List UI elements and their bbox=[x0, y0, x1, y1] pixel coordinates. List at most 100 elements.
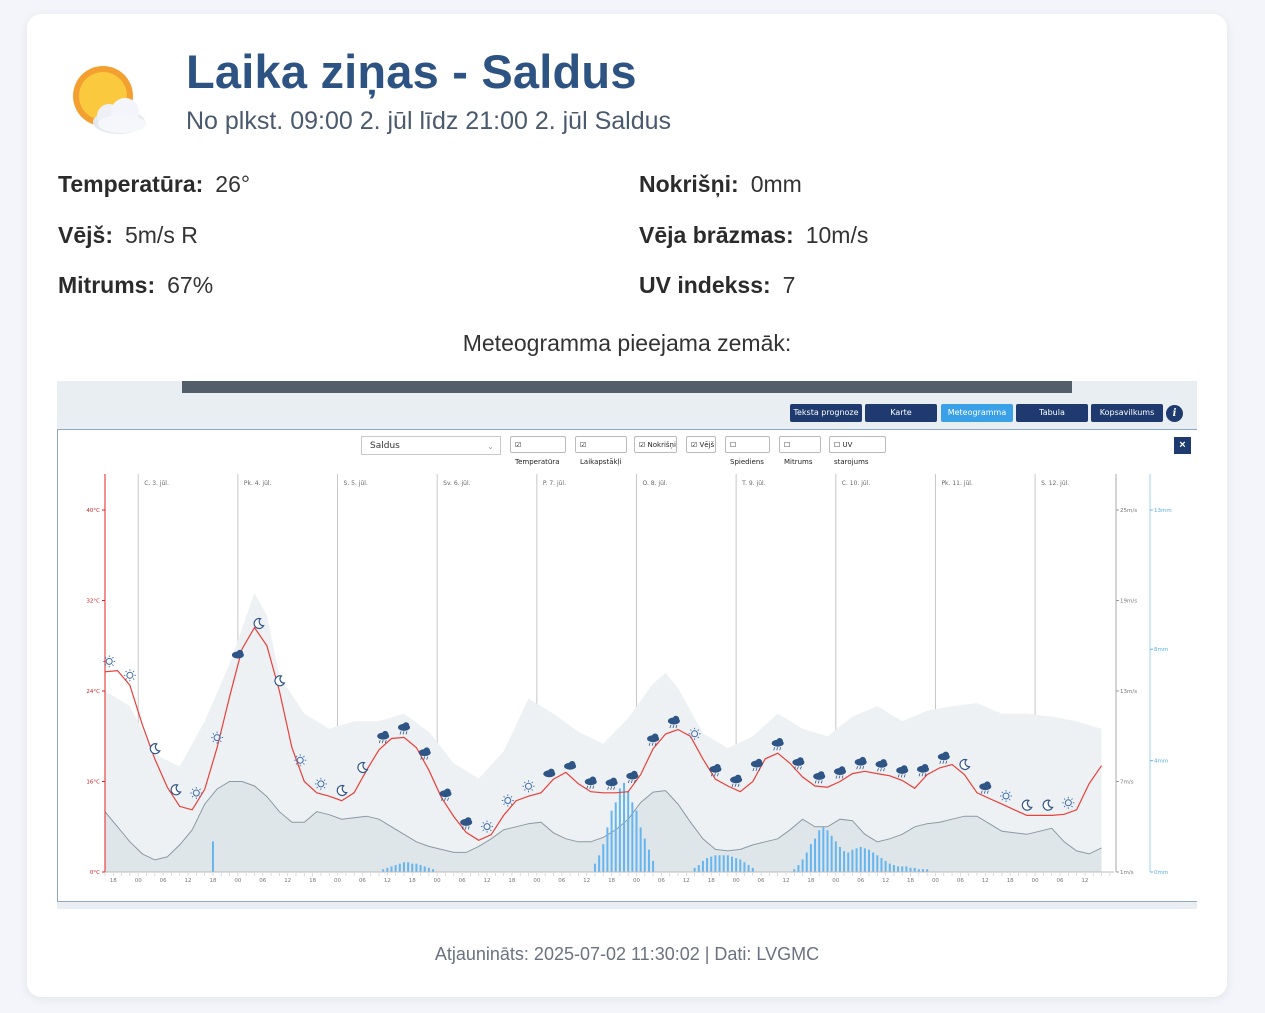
toggle-uv-label: UV starojums bbox=[834, 441, 869, 466]
precip-bar bbox=[647, 849, 650, 872]
sun-ray bbox=[132, 670, 135, 673]
tab-meteogram[interactable]: Meteogramma bbox=[941, 404, 1013, 422]
rain-cloud-puff bbox=[797, 757, 804, 764]
toggle-weather[interactable]: ☑ Laikapstākļi bbox=[575, 436, 627, 466]
rain-drop bbox=[814, 780, 817, 784]
stat-precipitation: Nokrišņi: 0mm bbox=[639, 171, 802, 198]
x-tick-label: 00 bbox=[1032, 878, 1039, 884]
precip-bar bbox=[834, 841, 837, 872]
sun-ray bbox=[1001, 791, 1004, 794]
temperature-tick-label: 0°C bbox=[90, 870, 100, 876]
rain-icon bbox=[875, 759, 888, 772]
tab-table[interactable]: Tabula bbox=[1016, 404, 1088, 422]
day-label: P. 7. jūl. bbox=[543, 480, 566, 487]
day-label: S. 12. jūl. bbox=[1041, 480, 1069, 487]
toggle-pressure[interactable]: ☐ Spiediens bbox=[725, 436, 770, 466]
sun-core bbox=[105, 657, 113, 665]
stat-humidity: Mitrums: 67% bbox=[58, 272, 213, 299]
rain-drop bbox=[980, 790, 983, 794]
toggle-wind[interactable]: ☑ Vējš bbox=[686, 436, 716, 453]
rain-icon bbox=[377, 730, 390, 744]
sun-ray bbox=[295, 763, 298, 765]
rain-drop bbox=[918, 773, 921, 777]
sun-ray bbox=[104, 656, 107, 659]
precip-bar bbox=[427, 867, 430, 872]
rain-drop bbox=[939, 760, 942, 764]
precip-bar bbox=[859, 846, 862, 872]
toggle-temperature[interactable]: ☑ Temperatūra bbox=[510, 436, 566, 466]
rain-cloud-puff bbox=[589, 776, 596, 783]
stat-precipitation-label: Nokrišņi: bbox=[639, 171, 739, 197]
tab-map[interactable]: Karte bbox=[865, 404, 937, 422]
weather-card: Laika ziņas - Saldus No plkst. 09:00 2. … bbox=[27, 14, 1227, 997]
sun-icon bbox=[103, 655, 116, 668]
sun-ray bbox=[1001, 798, 1004, 801]
sun-ray bbox=[690, 729, 692, 731]
rain-icon bbox=[834, 766, 846, 779]
rain-icon bbox=[937, 751, 950, 764]
x-tick-label: 06 bbox=[259, 878, 266, 884]
stat-gusts: Vēja brāzmas: 10m/s bbox=[639, 222, 868, 249]
rain-icon bbox=[750, 758, 763, 772]
x-tick-label: 06 bbox=[957, 878, 964, 884]
rain-drop bbox=[405, 731, 408, 735]
sun-ray bbox=[323, 779, 326, 782]
x-tick-label: 18 bbox=[1007, 878, 1014, 884]
toggle-humidity[interactable]: ☐ Mitrums bbox=[779, 436, 821, 466]
tab-summary[interactable]: Kopsavilkums bbox=[1091, 404, 1163, 422]
rain-drop bbox=[921, 773, 924, 777]
precip-bar bbox=[415, 863, 418, 872]
stat-temperature-value: 26° bbox=[215, 171, 251, 197]
moon-shape bbox=[357, 761, 369, 774]
sun-ray bbox=[191, 795, 194, 798]
precip-bar bbox=[888, 863, 891, 872]
rain-drop bbox=[423, 756, 426, 760]
sun-icon bbox=[190, 787, 203, 799]
x-tick-label: 00 bbox=[334, 878, 341, 884]
close-button[interactable]: × bbox=[1174, 437, 1191, 454]
moon-shape bbox=[170, 784, 182, 796]
cloud-icon bbox=[231, 649, 244, 659]
rain-cloud-puff bbox=[921, 764, 929, 771]
wind-line bbox=[104, 781, 1102, 861]
info-button[interactable]: i bbox=[1166, 405, 1183, 422]
moon-icon bbox=[170, 784, 182, 796]
stat-wind: Vējš: 5m/s R bbox=[58, 222, 198, 249]
wind-area bbox=[105, 781, 1102, 872]
rain-drop bbox=[610, 786, 612, 790]
stat-temperature: Temperatūra: 26° bbox=[58, 171, 250, 198]
rain-icon bbox=[418, 747, 431, 760]
rain-drop bbox=[711, 773, 713, 777]
wind-tick-label: 25m/s bbox=[1120, 508, 1137, 514]
sun-ray bbox=[219, 740, 222, 743]
rain-drop bbox=[586, 785, 589, 789]
toggle-uv[interactable]: ☐ UV starojums bbox=[829, 436, 886, 466]
x-tick-label: 00 bbox=[633, 878, 640, 884]
rain-drop bbox=[820, 780, 823, 784]
sun-ray bbox=[212, 733, 215, 735]
toggle-precipitation[interactable]: ☑ Nokrišņi bbox=[634, 436, 677, 453]
rain-drop bbox=[773, 747, 776, 751]
rain-icon bbox=[667, 715, 680, 729]
sun-core bbox=[213, 734, 221, 742]
sun-ray bbox=[531, 789, 534, 791]
rain-drop bbox=[399, 731, 402, 735]
precip-bar bbox=[639, 827, 642, 872]
sun-behind-cloud-icon bbox=[73, 66, 146, 134]
rain-drop bbox=[797, 766, 799, 770]
rain-drop bbox=[900, 774, 903, 778]
tab-text-forecast[interactable]: Teksta prognoze bbox=[790, 404, 862, 422]
precip-bar bbox=[884, 860, 887, 872]
rain-drop bbox=[986, 790, 989, 794]
rain-drop bbox=[717, 773, 719, 777]
precip-bar bbox=[926, 869, 929, 872]
precip-bar bbox=[863, 848, 866, 872]
sun-ray bbox=[199, 788, 201, 791]
rain-drop bbox=[800, 766, 802, 770]
sun-ray bbox=[690, 736, 692, 739]
location-select[interactable]: Saldus ⌄ bbox=[361, 436, 501, 455]
location-select-value: Saldus bbox=[370, 441, 400, 451]
rain-drop bbox=[841, 775, 844, 779]
precip-bar bbox=[917, 869, 920, 872]
rain-icon bbox=[439, 788, 452, 801]
